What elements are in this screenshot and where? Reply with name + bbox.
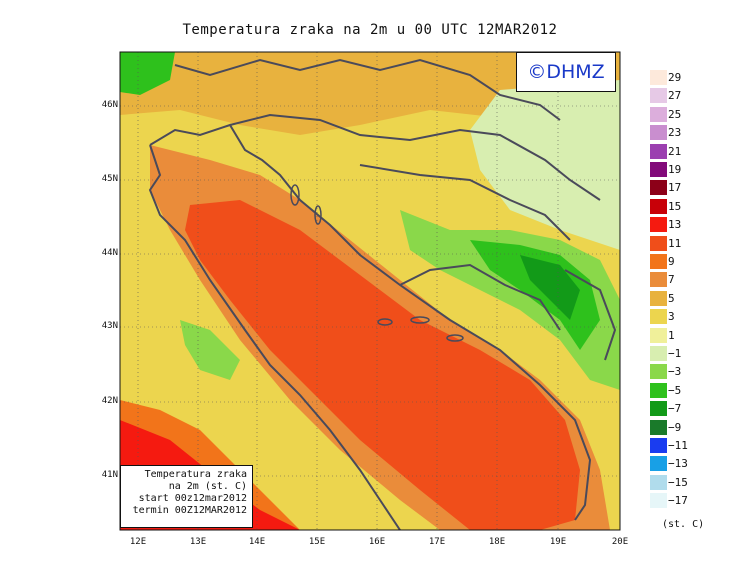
inland-cool-zone — [400, 210, 620, 390]
legend-label: −17 — [668, 494, 688, 508]
legend-label: 7 — [668, 273, 675, 287]
legend-swatch — [650, 88, 667, 104]
x-tick-label: 14E — [248, 537, 266, 547]
inland-cold-zone — [470, 240, 600, 350]
legend-label: 29 — [668, 71, 682, 84]
legend-label: −7 — [668, 402, 682, 416]
legend-swatch — [650, 106, 667, 122]
legend-label: 5 — [668, 291, 675, 305]
alpine-cold-zone — [120, 52, 175, 95]
x-tick-label: 20E — [611, 537, 629, 547]
legend-label: 27 — [668, 89, 682, 103]
legend-label: 3 — [668, 310, 675, 324]
legend-swatch — [650, 180, 667, 196]
info-line-2: na 2m (st. C) — [168, 481, 247, 492]
legend-label: 15 — [668, 199, 682, 213]
x-tick-label: 16E — [368, 537, 386, 547]
y-tick-label: 41N — [101, 470, 118, 480]
legend-label: −3 — [668, 365, 682, 379]
legend-label: 25 — [668, 107, 682, 121]
map-info-box: Temperatura zraka na 2m (st. C) start 00… — [120, 465, 253, 528]
legend-swatch — [650, 438, 667, 453]
dhmz-logo: ©DHMZ — [516, 52, 616, 92]
legend-unit: (st. C) — [662, 519, 705, 530]
legend-swatch — [650, 474, 667, 490]
coastline-borders — [148, 58, 617, 530]
inland-colder-zone — [520, 255, 580, 320]
legend-swatch — [650, 419, 667, 435]
legend-swatch — [650, 290, 667, 306]
apennine-cool-zone — [180, 320, 240, 380]
x-tick-label: 18E — [488, 537, 506, 547]
legend-label: 19 — [668, 163, 682, 176]
legend-label: 11 — [668, 236, 682, 250]
info-line-3: start 00z12mar2012 — [138, 493, 247, 504]
legend-swatch — [650, 217, 667, 233]
legend-label: −13 — [668, 457, 688, 471]
y-tick-label: 43N — [101, 321, 118, 331]
legend-label: −9 — [668, 420, 682, 434]
legend-swatch — [650, 309, 667, 325]
legend-label: −11 — [668, 439, 688, 452]
legend-swatch — [650, 327, 667, 343]
legend-label: 9 — [668, 255, 675, 268]
legend-label: −1 — [668, 347, 682, 360]
x-tick-label: 13E — [189, 537, 207, 547]
legend-swatch — [650, 382, 667, 398]
legend-swatch — [650, 364, 667, 380]
map-title: Temperatura zraka na 2m u 00 UTC 12MAR20… — [182, 22, 558, 38]
legend-swatch — [650, 401, 667, 417]
legend-label: −5 — [668, 383, 682, 397]
legend-swatch — [650, 235, 667, 251]
adriatic-sea-core — [185, 200, 580, 530]
northeast-pale-zone — [470, 80, 620, 250]
legend-label: 1 — [668, 328, 675, 342]
x-tick-label: 12E — [129, 537, 147, 547]
x-tick-label: 15E — [308, 537, 326, 547]
gridlines — [120, 52, 620, 530]
legend-swatch — [650, 456, 667, 472]
legend-label: 21 — [668, 144, 682, 158]
legend-label: 23 — [668, 126, 682, 140]
info-line-1: Temperatura zraka — [144, 469, 247, 480]
legend-swatch — [650, 198, 667, 214]
y-tick-label: 46N — [101, 100, 118, 110]
legend-label: 13 — [668, 218, 682, 232]
legend-label: 17 — [668, 181, 682, 195]
x-tick-label: 17E — [428, 537, 446, 547]
plot-frame — [119, 51, 621, 531]
legend-swatch — [650, 272, 667, 288]
y-tick-label: 45N — [101, 174, 118, 184]
y-tick-label: 44N — [101, 248, 118, 258]
legend-swatch — [650, 254, 667, 269]
legend-swatch — [650, 162, 667, 177]
legend-swatch — [650, 125, 667, 141]
legend-swatch — [650, 346, 667, 361]
legend-swatch — [650, 493, 667, 509]
legend-swatch — [650, 143, 667, 159]
legend-label: −15 — [668, 475, 688, 489]
legend-swatch — [650, 70, 667, 85]
info-line-4: termin 00Z12MAR2012 — [132, 505, 247, 516]
x-tick-label: 19E — [549, 537, 567, 547]
y-tick-label: 42N — [101, 396, 118, 406]
islands — [290, 184, 464, 342]
